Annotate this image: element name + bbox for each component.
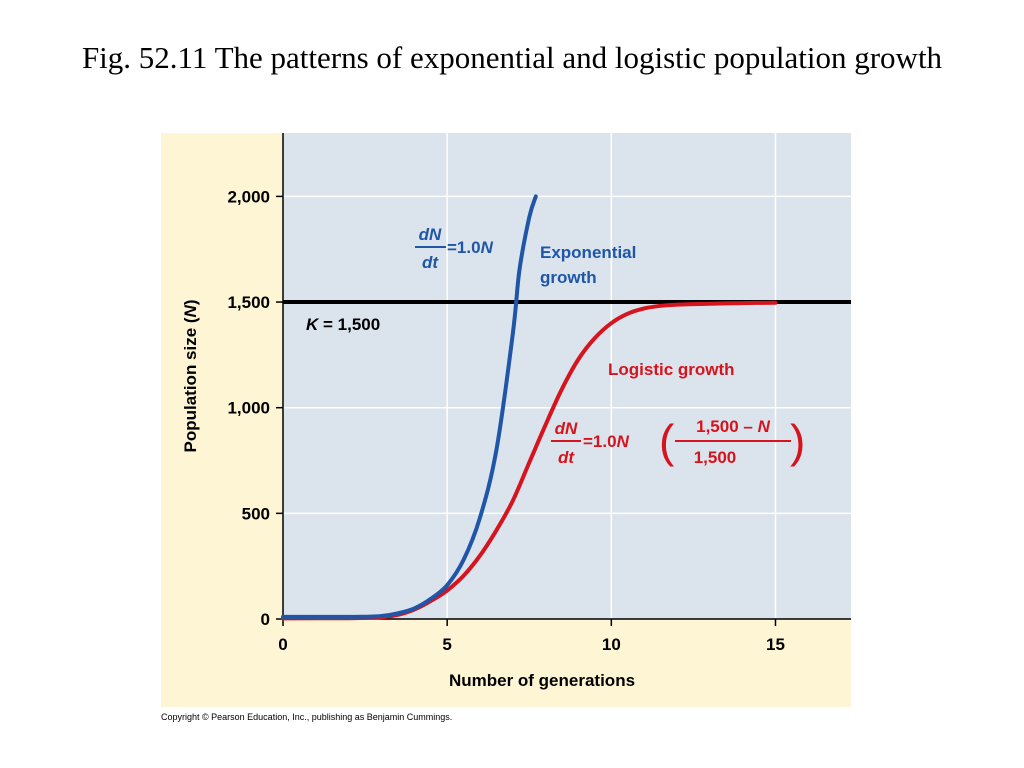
exponential-growth-label-line2: growth: [540, 268, 597, 287]
x-tick-label: 15: [766, 635, 785, 654]
y-tick-label: 500: [242, 504, 270, 523]
log-eq-denominator: dt: [558, 448, 575, 467]
slide-title: Fig. 52.11 The patterns of exponential a…: [81, 40, 943, 75]
copyright-notice: Copyright © Pearson Education, Inc., pub…: [161, 712, 453, 722]
log-eq-left-paren: (: [659, 415, 675, 467]
exp-eq-rhs: =1.0N: [447, 238, 494, 257]
log-eq-right-paren: ): [790, 415, 805, 467]
exponential-equation: dN dt =1.0N: [415, 225, 494, 272]
y-tick-label: 2,000: [227, 187, 270, 206]
k-value: = 1,500: [318, 315, 380, 334]
x-axis-title: Number of generations: [449, 671, 635, 690]
axis-ticks: 0 5 10 15 0 500 1,000 1,500 2,000: [227, 187, 784, 654]
y-axis-title-close: ): [181, 299, 200, 305]
exp-eq-rhs-var: N: [481, 238, 494, 257]
log-eq-rhs-var: N: [617, 432, 630, 451]
y-tick-label: 1,500: [227, 293, 270, 312]
y-tick-label: 0: [261, 610, 270, 629]
x-tick-label: 5: [442, 635, 451, 654]
logistic-equation: dN dt =1.0N ( 1,500 – N 1,500 ): [551, 415, 805, 467]
log-eq-rhs-prefix: =1.0: [583, 432, 617, 451]
y-tick-label: 1,000: [227, 399, 270, 418]
log-eq-frac-numerator-prefix: 1,500 –: [696, 417, 757, 436]
exp-eq-rhs-prefix: =1.0: [447, 238, 481, 257]
log-eq-rhs: =1.0N: [583, 432, 630, 451]
x-tick-label: 10: [602, 635, 621, 654]
log-eq-frac-denominator: 1,500: [694, 448, 737, 467]
series-lines: [281, 194, 851, 621]
exp-eq-denominator: dt: [422, 253, 439, 272]
exponential-growth-label-line1: Exponential: [540, 243, 636, 262]
x-tick-label: 0: [278, 635, 287, 654]
exp-eq-numerator: dN: [419, 225, 442, 244]
y-axis-title: Population size (N): [181, 299, 200, 452]
log-eq-frac-numerator: 1,500 – N: [696, 417, 770, 436]
logistic-growth-label: Logistic growth: [608, 360, 735, 379]
y-axis-title-variable: N: [181, 304, 200, 317]
k-symbol: K: [306, 315, 320, 334]
log-eq-frac-numerator-var: N: [758, 417, 771, 436]
y-axis-title-text: Population size (: [181, 317, 200, 452]
log-eq-numerator: dN: [555, 419, 578, 438]
exponential-growth-curve: [281, 194, 538, 619]
carrying-capacity-label: K = 1,500: [306, 315, 380, 334]
